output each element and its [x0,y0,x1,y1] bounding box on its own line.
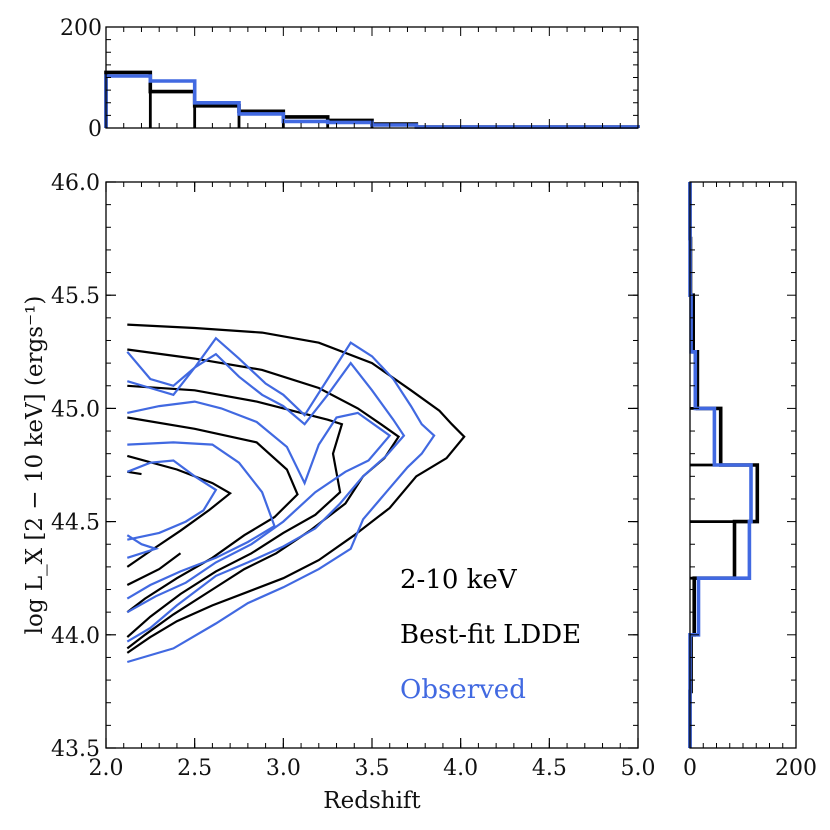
x-tick-label: 3.5 [355,756,390,781]
model-contour-5 [126,454,233,568]
model-contour-6 [127,470,142,476]
y-tick-label: 44.5 [51,511,100,536]
right-histogram-panel: 0 200 [683,181,817,781]
y-tick-label: 46.0 [51,171,100,196]
observed-redshift-histogram [104,74,640,129]
x-tick-label: 2.0 [89,756,124,781]
x-tick-label: 4.0 [443,756,478,781]
right-x-tick-label: 200 [775,756,817,781]
top-y-tick-label: 0 [88,117,102,142]
observed-contour-1 [126,336,436,664]
main-contour-panel: 2.0 2.5 3.0 3.5 4.0 4.5 5.0 43.5 44.0 44.5 45.0 45.… [51,171,655,781]
top-plot-frame [105,26,639,129]
model-contour-4 [126,416,299,614]
model-contour-3 [126,384,344,638]
observed-contour-3 [126,400,392,614]
y-tick-label: 45.5 [51,284,100,309]
y-tick-label: 44.0 [51,624,100,649]
observed-contour-6 [126,534,160,559]
legend-entry-observed: Observed [400,675,526,705]
right-x-tick-label: 0 [683,756,697,781]
legend-entry-model: Best-fit LDDE [400,620,581,650]
x-axis-title: Redshift [323,788,421,814]
legend: 2-10 keV Best-fit LDDE Observed [400,565,581,705]
model-contour-1 [126,323,466,654]
observed-contour-5 [126,459,218,541]
observed-contour-4 [126,441,276,600]
y-tick-label: 43.5 [51,737,100,762]
y-axis-title: log L_X [2 − 10 keV] (ergs⁻¹) [22,296,48,635]
legend-entry-band: 2-10 keV [400,565,518,595]
x-tick-label: 5.0 [621,756,656,781]
x-tick-label: 3.0 [266,756,301,781]
model-contour-7 [126,552,182,586]
main-plot-frame [105,181,639,749]
x-tick-label: 4.5 [532,756,567,781]
top-histogram-panel: 0 200 [60,16,640,142]
observed-contour-2 [126,352,406,643]
top-y-tick-label: 200 [60,16,102,41]
y-tick-label: 45.0 [51,397,100,422]
x-tick-label: 2.5 [177,756,212,781]
